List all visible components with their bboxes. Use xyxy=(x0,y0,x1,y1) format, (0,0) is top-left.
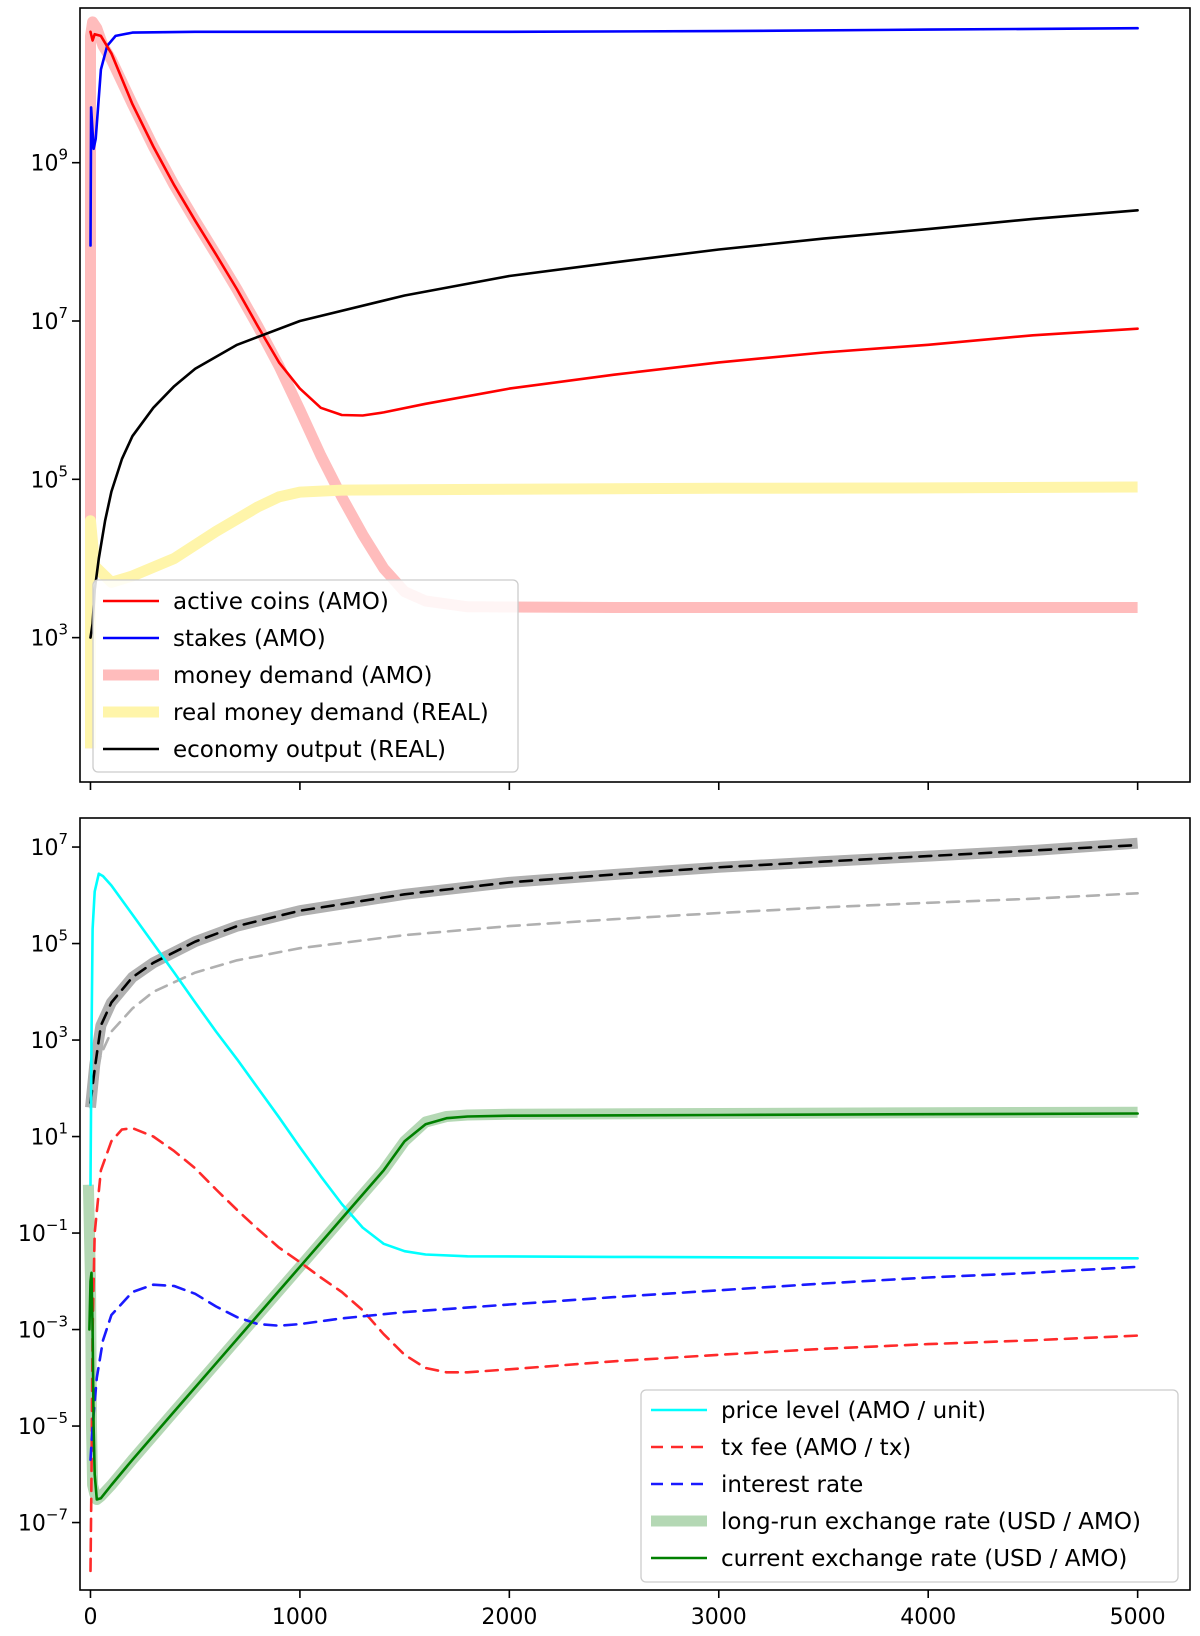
series-line-reference-2 xyxy=(89,843,1139,1105)
series-line-current-exchange-rate-usd-amo xyxy=(88,1112,1139,1501)
axes-frame xyxy=(79,817,1191,1591)
plot-area xyxy=(82,837,1139,1573)
legend-entry-label: money demand (AMO) xyxy=(173,663,433,689)
y-tick-label: 105 xyxy=(30,462,68,493)
bottom-panel: 0 1000 2000 3000 4000 5000 10−7 10−5 10−3 10−1 101… xyxy=(18,817,1191,1630)
y-tick-label: 10−3 xyxy=(18,1313,68,1344)
series-line-real-money-demand-real xyxy=(85,481,1138,749)
y-tick-label: 105 xyxy=(30,927,68,958)
legend-entry-label: active coins (AMO) xyxy=(173,589,389,615)
legend-entry-label: stakes (AMO) xyxy=(173,626,326,652)
x-tick-label: 3000 xyxy=(691,1605,747,1630)
series-line-reference-0 xyxy=(85,837,1138,1109)
series-line-active-coins-amo xyxy=(89,30,1139,417)
legend-entry-label: long-run exchange rate (USD / AMO) xyxy=(721,1509,1141,1535)
series-line-tx-fee-amo-tx xyxy=(89,1126,1139,1573)
x-tick-label: 4000 xyxy=(900,1605,956,1630)
y-tick-label: 10−7 xyxy=(18,1506,68,1537)
legend-box xyxy=(92,579,519,773)
legend-entry-label: current exchange rate (USD / AMO) xyxy=(721,1546,1127,1572)
legend-entry-label: real money demand (REAL) xyxy=(173,700,489,726)
x-tick-label: 0 xyxy=(83,1605,97,1630)
y-tick-label: 101 xyxy=(30,1120,68,1151)
legend-entry-label: price level (AMO / unit) xyxy=(721,1398,986,1424)
y-tick-label: 107 xyxy=(30,304,68,335)
axes-frame xyxy=(79,7,1191,783)
series-line-economy-output-real xyxy=(89,209,1139,639)
legend-entry-label: interest rate xyxy=(721,1472,863,1498)
x-tick-label: 5000 xyxy=(1110,1605,1166,1630)
series-line-price-level-amo-unit xyxy=(89,872,1139,1260)
series-line-interest-rate xyxy=(89,1265,1139,1462)
series-line-reference-1 xyxy=(89,892,1139,1109)
top-panel: 103 105 107 109 active coins (AMO) stakes (AM… xyxy=(30,7,1191,790)
legend-entry-label: tx fee (AMO / tx) xyxy=(721,1435,911,1461)
y-tick-label: 109 xyxy=(30,146,68,177)
legend-box xyxy=(640,1389,1179,1583)
y-tick-label: 103 xyxy=(30,1023,68,1054)
y-tick-label: 103 xyxy=(30,621,68,652)
x-tick-label: 1000 xyxy=(272,1605,328,1630)
y-tick-label: 10−1 xyxy=(18,1216,68,1247)
series-line-stakes-amo xyxy=(89,26,1139,247)
y-tick-label: 107 xyxy=(30,830,68,861)
x-tick-label: 2000 xyxy=(481,1605,537,1630)
legend-entry-label: economy output (REAL) xyxy=(173,737,446,763)
y-tick-label: 10−5 xyxy=(18,1409,68,1440)
